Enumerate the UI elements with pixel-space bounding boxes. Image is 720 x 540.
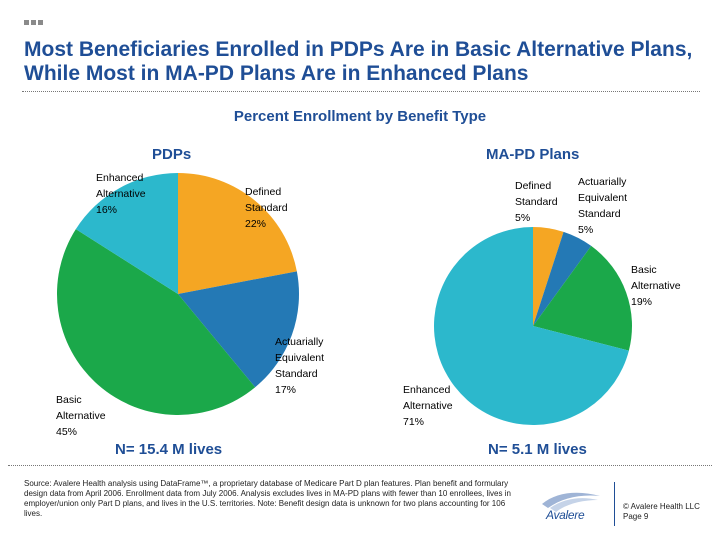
mapd-label-actuarially-equivalent: Actuarially Equivalent Standard 5%	[578, 176, 628, 236]
pdp-pie	[56, 173, 299, 415]
logo-wordmark: Avalere	[546, 508, 585, 522]
chart-title: Percent Enrollment by Benefit Type	[233, 108, 487, 125]
pdp-label-actuarially-equivalent: Actuarially Equivalent Standard 17%	[275, 336, 325, 396]
avalere-logo-icon	[542, 492, 600, 512]
pdp-slice-defined-standard	[178, 173, 297, 294]
mapd-chart-heading: MA-PD Plans	[486, 146, 580, 163]
pdp-label-basic-alternative: Basic Alternative 45%	[56, 394, 106, 438]
mapd-label-enhanced-alternative: Enhanced Alternative 71%	[403, 384, 453, 428]
mapd-slice-actuarially-equivalent-standard	[533, 231, 592, 326]
title-divider	[22, 91, 700, 92]
pdp-label-enhanced-alternative: Enhanced Alternative 16%	[96, 172, 146, 216]
mapd-label-basic-alternative: Basic Alternative 19%	[631, 264, 681, 308]
pdp-label-defined-standard: Defined Standard 22%	[245, 186, 288, 230]
source-note: Source: Avalere Health analysis using Da…	[24, 479, 511, 518]
title-decoration	[24, 20, 43, 25]
mapd-slice-basic-alternative	[533, 245, 632, 351]
pdp-slice-actuarially-equivalent-standard	[178, 271, 299, 388]
mapd-slice-enhanced-alternative	[433, 227, 629, 425]
pdp-chart-heading: PDPs	[152, 146, 192, 163]
copyright: © Avalere Health LLC Page 9	[623, 502, 700, 521]
mapd-label-defined-standard: Defined Standard 5%	[515, 180, 558, 224]
pdp-slice-enhanced-alternative	[75, 173, 178, 294]
footer-divider	[8, 465, 712, 466]
mapd-pie	[433, 227, 632, 425]
pdp-slice-basic-alternative	[56, 229, 256, 415]
slide-title: Most Beneficiaries Enrolled in PDPs Are …	[24, 38, 693, 85]
logo-divider	[614, 482, 615, 526]
pdp-n-lives: N= 15.4 M lives	[115, 441, 223, 458]
mapd-n-lives: N= 5.1 M lives	[488, 441, 587, 458]
mapd-slice-defined-standard	[533, 227, 564, 326]
